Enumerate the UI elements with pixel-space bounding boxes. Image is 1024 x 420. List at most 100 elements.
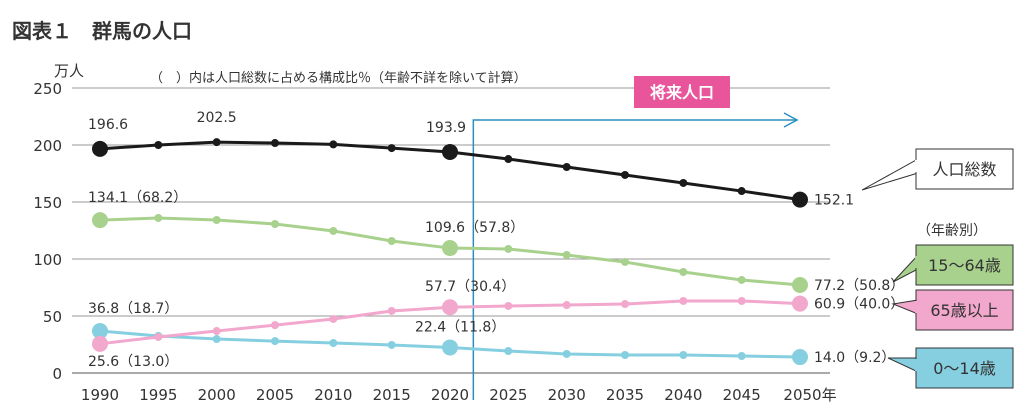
y-tick-label: 50 [43,308,62,326]
data-point [679,267,688,276]
data-point [387,340,396,349]
data-point [442,240,458,257]
future-badge [634,76,730,108]
data-point [792,349,808,366]
x-tick-label: 2050年 [783,386,836,404]
x-tick-label: 1990 [81,386,119,404]
data-point [212,335,221,344]
x-tick-label: 2000 [198,386,236,404]
x-tick-label: 2005 [256,386,294,404]
y-unit: 万人 [54,62,84,80]
data-point [154,141,163,149]
data-point [92,323,108,340]
y-tick-label: 100 [33,251,62,269]
data-point [387,144,396,153]
data-label: 193.9 [426,120,466,136]
data-point [212,138,221,147]
x-tick-label: 1995 [139,386,177,404]
data-label: 14.0（9.2） [814,350,895,366]
age-group-heading: （年齢別） [917,223,987,239]
legend-label: 人口総数 [932,160,996,179]
data-point [737,352,746,361]
data-point [329,339,338,348]
chart-note: （ ）内は人口総数に占める構成比％（年齢不詳を除いて計算） [150,70,527,86]
callout-joint [915,359,918,371]
arrow-right-icon [783,112,799,128]
data-point [212,327,221,336]
data-point [562,163,571,172]
data-point [792,295,808,312]
data-point [387,306,396,315]
data-point [504,244,513,253]
data-point [92,140,108,157]
data-label: 134.1（68.2） [88,190,187,206]
data-point [92,212,108,229]
data-point [329,226,338,235]
data-point [154,332,163,341]
data-point [329,140,338,149]
data-point [271,139,279,148]
data-point [737,275,746,284]
data-point [154,213,163,222]
legend-label: 15〜64歳 [928,256,1001,275]
data-point [621,300,629,309]
chart-title: 図表１ 群馬の人口 [12,19,192,43]
data-label: 77.2（50.8） [814,278,904,294]
callout-joint [915,160,918,172]
future-label: 将来人口 [650,83,714,102]
data-point [679,178,688,187]
x-tick-label: 2010 [314,386,352,404]
x-tick-label: 2040 [664,386,702,404]
y-tick-label: 200 [33,137,62,155]
data-label: 60.9（40.0） [814,297,904,313]
data-point [329,314,338,323]
data-label: 25.6（13.0） [88,354,178,370]
data-label: 57.7（30.4） [425,279,515,295]
data-point [387,236,396,245]
x-tick-label: 2030 [548,386,586,404]
data-label: 36.8（18.7） [88,301,178,317]
data-point [442,299,458,316]
x-tick-label: 2025 [489,386,527,404]
data-label: 152.1 [814,193,854,209]
data-point [792,191,808,208]
callout-pointer [892,253,919,283]
data-label: 22.4（11.8） [415,319,505,335]
x-tick-label: 2045 [723,386,761,404]
data-point [679,296,688,305]
data-point [737,187,746,196]
callout-pointer [861,158,919,191]
data-label: 109.6（57.8） [425,220,524,236]
data-point [562,301,571,310]
data-point [271,337,279,346]
data-point [562,251,571,260]
x-tick-label: 2035 [606,386,644,404]
data-point [504,301,513,310]
data-point [442,339,458,356]
data-point [562,349,571,358]
data-point [504,155,513,164]
data-point [737,296,746,305]
data-point [621,170,629,179]
x-tick-label: 2015 [373,386,411,404]
callout-joint [915,256,918,268]
y-tick-label: 0 [52,365,62,383]
data-point [621,350,629,359]
legend-label: 65歳以上 [930,301,998,320]
legend-box [915,244,1014,286]
y-tick-label: 250 [33,80,62,98]
legend-box [915,347,1014,389]
data-point [504,346,513,355]
data-point [92,335,108,352]
data-point [792,276,808,293]
legend-box [915,289,1014,331]
data-point [271,220,279,229]
data-label: 196.6 [88,117,128,133]
x-tick-label: 2020 [431,386,469,404]
data-label: 202.5 [197,110,237,126]
data-point [621,257,629,266]
y-tick-label: 150 [33,194,62,212]
data-point [212,216,221,225]
legend-label: 0〜14歳 [933,359,996,378]
data-point [442,143,458,160]
